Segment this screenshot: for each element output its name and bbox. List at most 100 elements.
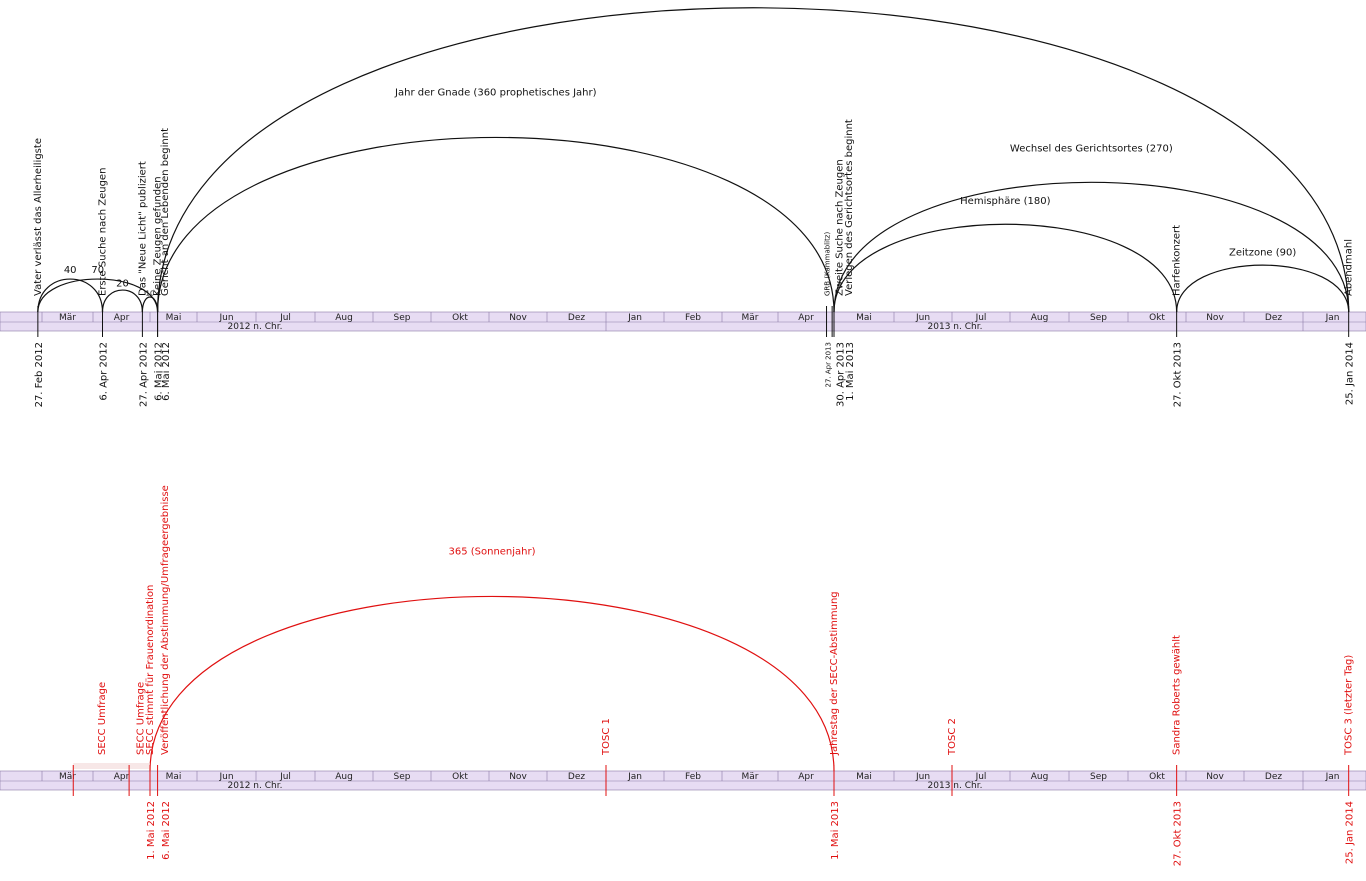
event-label: TOSC 3 (letzter Tag) bbox=[1344, 655, 1355, 756]
event-label: Sandra Roberts gewählt bbox=[1172, 635, 1183, 755]
month-label: Jun bbox=[218, 313, 233, 323]
span-arc bbox=[833, 181, 1350, 313]
event-date: 1. Mai 2013 bbox=[845, 342, 856, 401]
event-date: 27. Feb 2012 bbox=[34, 342, 45, 407]
event-label: TOSC 2 bbox=[947, 718, 958, 756]
span-arc bbox=[37, 278, 104, 313]
arc-label: Zeitzone (90) bbox=[1229, 247, 1296, 258]
event-date: 27. Apr 2012 bbox=[138, 342, 149, 407]
event-label: Keine Zeugen gefunden bbox=[153, 176, 164, 296]
event-date: 27. Apr 2013 bbox=[825, 342, 833, 388]
year-label: 2013 n. Chr. bbox=[928, 781, 983, 791]
month-label: Dez bbox=[568, 772, 585, 782]
event-label: SECC Umfrage bbox=[97, 682, 108, 755]
month-label: Mär bbox=[742, 313, 759, 323]
month-label: Aug bbox=[1031, 772, 1049, 782]
arc-label: Wechsel des Gerichtsortes (270) bbox=[1010, 144, 1173, 155]
arc-label: 40 bbox=[64, 265, 77, 276]
event-label: Jahrestag der SECC-Abstimmung bbox=[829, 591, 840, 756]
month-label: Apr bbox=[114, 772, 130, 782]
event-date: 1. Mai 2012 bbox=[146, 801, 157, 860]
event-label: GRB (Kammablitz) bbox=[824, 232, 832, 296]
month-label: Jan bbox=[627, 313, 642, 323]
event-date: 25. Jan 2014 bbox=[1345, 801, 1356, 864]
span-arc bbox=[156, 7, 1350, 313]
month-label: Nov bbox=[1206, 772, 1224, 782]
year-label: 2013 n. Chr. bbox=[928, 322, 983, 332]
event-label: TOSC 1 bbox=[601, 718, 612, 756]
event-range bbox=[73, 763, 130, 769]
arc-label: 365 (Sonnenjahr) bbox=[448, 546, 535, 557]
span-arc bbox=[1176, 264, 1350, 313]
month-label: Mär bbox=[742, 772, 759, 782]
month-label: Jul bbox=[975, 772, 987, 782]
event-label: Veröffentlichung der Abstimmung/Umfragee… bbox=[160, 485, 171, 755]
event-date: 6. Mai 2012 bbox=[161, 342, 172, 401]
month-label: Mär bbox=[59, 772, 76, 782]
arc-label: Hemisphäre (180) bbox=[960, 196, 1050, 207]
month-label: Jan bbox=[1325, 772, 1340, 782]
event-date: 27. Okt 2013 bbox=[1173, 801, 1184, 866]
arc-label: 10 bbox=[146, 289, 155, 297]
event-date: 27. Okt 2013 bbox=[1173, 342, 1184, 407]
event-label: Verlegen des Gerichtsortes beginnt bbox=[844, 119, 855, 296]
event-label: Vater verlässt das Allerheiligste bbox=[33, 138, 44, 296]
month-label: Jun bbox=[218, 772, 233, 782]
month-label: Nov bbox=[1206, 313, 1224, 323]
event-date: 6. Mai 2012 bbox=[154, 342, 165, 401]
year-label: 2012 n. Chr. bbox=[228, 322, 283, 332]
month-label: Dez bbox=[1265, 772, 1282, 782]
event-date: 6. Apr 2012 bbox=[99, 342, 110, 401]
axis-band bbox=[0, 311, 1366, 332]
event-label: Zweite Suche nach Zeugen bbox=[835, 159, 846, 296]
event-label: Gericht an den Lebenden beginnt bbox=[160, 128, 171, 296]
event-range bbox=[129, 763, 150, 769]
arc-label: 20 bbox=[116, 279, 129, 290]
month-label: Dez bbox=[1265, 313, 1282, 323]
event-date: 1. Mai 2013 bbox=[830, 801, 841, 860]
month-label: Mär bbox=[59, 313, 76, 323]
month-label: Jul bbox=[975, 313, 987, 323]
month-label: Jun bbox=[915, 313, 930, 323]
timeline-bottom: Mär Apr Mai Jun Jul Aug Sep Okt Nov Dez Jan Feb Mär A… bbox=[0, 485, 1366, 866]
month-label: Aug bbox=[1031, 313, 1049, 323]
month-label: Feb bbox=[685, 772, 701, 782]
month-label: Okt bbox=[1149, 313, 1165, 323]
timeline-top: Mär Apr Mai Jun Jul Aug Sep Okt Nov Dez Jan Feb Mär A… bbox=[0, 7, 1366, 407]
event-label: Abendmahl bbox=[1344, 239, 1355, 296]
month-label: Apr bbox=[114, 313, 130, 323]
month-label: Jan bbox=[627, 772, 642, 782]
span-arc bbox=[156, 136, 835, 313]
month-label: Mai bbox=[856, 313, 872, 323]
month-label: Nov bbox=[509, 313, 527, 323]
year-label: 2012 n. Chr. bbox=[228, 781, 283, 791]
month-label: Dez bbox=[568, 313, 585, 323]
span-arc bbox=[141, 296, 159, 313]
event-label: SECC stimmt für Frauenordination bbox=[145, 585, 156, 755]
event-date: 30. Apr 2013 bbox=[836, 342, 847, 407]
month-label: Mai bbox=[166, 313, 182, 323]
month-label: Aug bbox=[335, 772, 353, 782]
event-date: 25. Jan 2014 bbox=[1345, 342, 1356, 405]
event-label: Harfenkonzert bbox=[1172, 225, 1183, 296]
month-label: Jul bbox=[279, 313, 291, 323]
span-arc bbox=[101, 289, 143, 313]
month-label: Okt bbox=[452, 313, 468, 323]
month-label: Jun bbox=[915, 772, 930, 782]
event-label: SECC Umfrage bbox=[136, 682, 147, 755]
month-label: Sep bbox=[394, 772, 411, 782]
month-label: Apr bbox=[798, 313, 814, 323]
event-label: Erste Suche nach Zeugen bbox=[98, 168, 109, 296]
month-label: Okt bbox=[452, 772, 468, 782]
axis-band bbox=[0, 770, 1366, 791]
event-date: 6. Mai 2012 bbox=[161, 801, 172, 860]
month-label: Jul bbox=[279, 772, 291, 782]
month-label: Jan bbox=[1325, 313, 1340, 323]
month-label: Nov bbox=[509, 772, 527, 782]
event-label: Das "Neue Licht" publiziert bbox=[137, 161, 148, 296]
arc-label: 70 bbox=[91, 265, 104, 276]
month-label: Okt bbox=[1149, 772, 1165, 782]
month-label: Sep bbox=[394, 313, 411, 323]
month-label: Sep bbox=[1090, 313, 1107, 323]
